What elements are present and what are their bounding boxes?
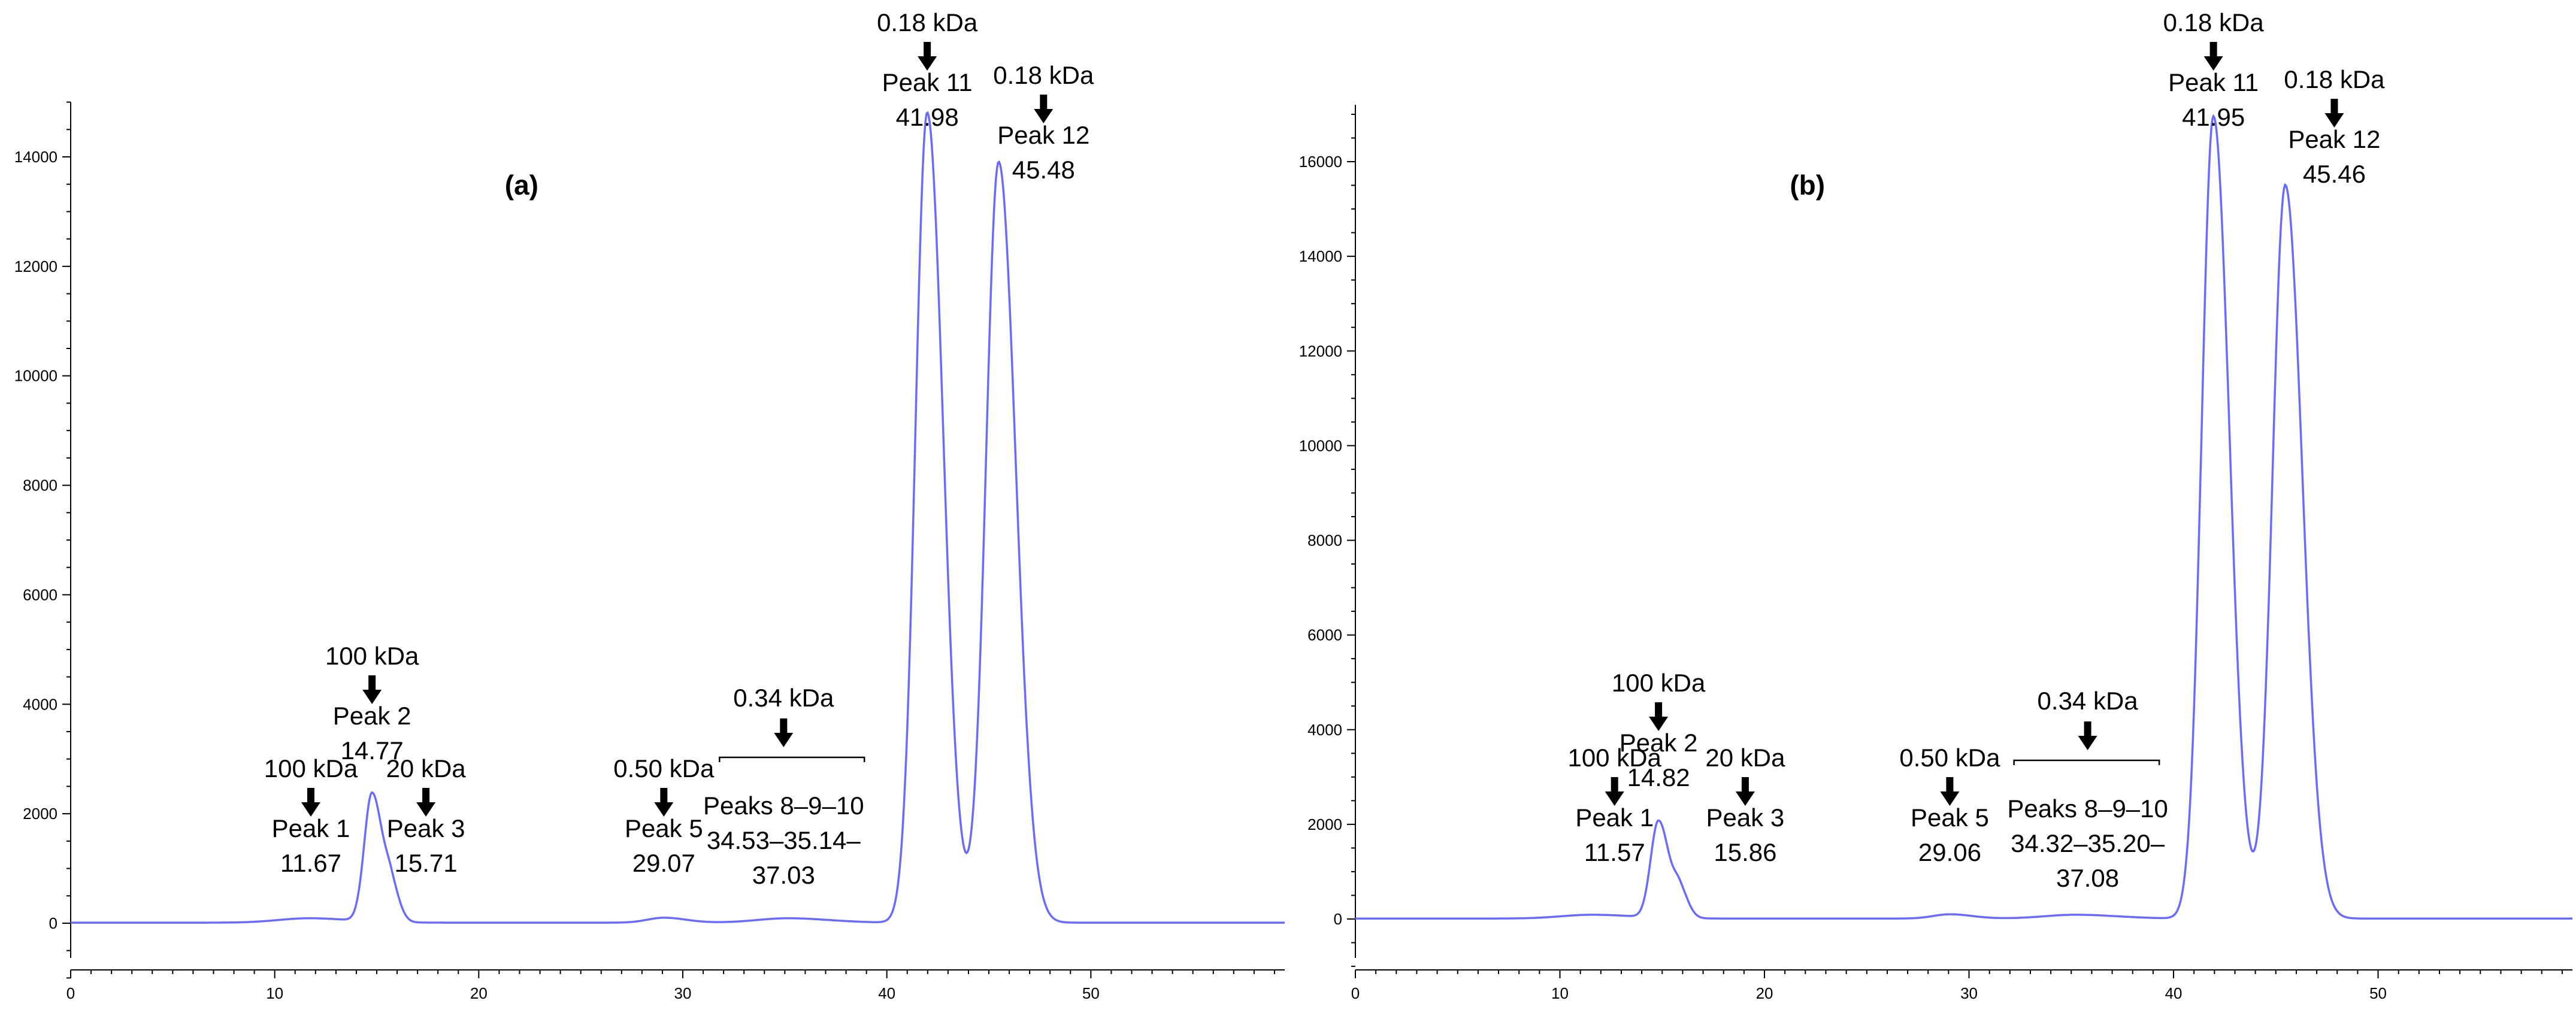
down-arrow-icon: [918, 42, 937, 71]
chromatogram-panel-b: 0 2000 4000 6000 8000 10000 12000 14000 16000 0 10…: [1288, 0, 2576, 1016]
x-tick-label: 20: [1756, 984, 1773, 1002]
annotation-mw: 20 kDa: [1705, 744, 1785, 772]
x-tick-label: 30: [674, 984, 692, 1002]
annotation-retention-time: 15.86: [1714, 838, 1776, 866]
y-tick-label: 0: [49, 914, 57, 932]
annotation-peak-name: Peak 2: [1620, 729, 1698, 757]
down-arrow-icon: [2324, 99, 2344, 128]
annotation-peak-name: Peak 12: [2288, 125, 2380, 153]
annotation-mw: 100 kDa: [1612, 669, 1706, 697]
panel-label: (a): [505, 169, 538, 201]
annotation-mw: 0.18 kDa: [993, 61, 1094, 89]
annotation-retention-time: 41.98: [896, 103, 959, 131]
y-tick-label: 10000: [14, 367, 57, 385]
down-arrow-icon: [1605, 777, 1624, 806]
annotation-retention-time: 11.57: [1584, 838, 1645, 866]
annotation-retention-time: 11.67: [280, 849, 341, 877]
x-tick-label: 10: [1551, 984, 1569, 1002]
annotation-retention-time: 34.32–35.20–: [2011, 829, 2165, 857]
chromatogram-trace: [71, 111, 1285, 924]
annotation-mw: 0.18 kDa: [2284, 65, 2385, 93]
annotation-peak-name: Peak 1: [272, 814, 350, 842]
y-tick-label: 10000: [1299, 436, 1342, 454]
annotation-retention-time: 41.95: [2182, 103, 2245, 131]
annotation-retention-time: 15.71: [395, 849, 458, 877]
y-tick-label: 14000: [1299, 247, 1342, 265]
x-tick-label: 10: [266, 984, 283, 1002]
y-tick-label: 8000: [23, 477, 57, 495]
y-tick-label: 12000: [1299, 342, 1342, 360]
x-tick-label: 20: [470, 984, 488, 1002]
y-tick-label: 6000: [1307, 626, 1342, 644]
y-tick-label: 14000: [14, 148, 57, 166]
chromatogram-panel-a: 0 2000 4000 6000 8000 10000 12000 14000 0 10 20 30 4…: [14, 8, 1285, 1002]
x-tick-label: 0: [66, 984, 75, 1002]
y-tick-label: 2000: [23, 805, 57, 823]
down-arrow-icon: [1034, 95, 1054, 123]
down-arrow-icon: [2203, 42, 2223, 71]
chromatogram-a-svg: 0 2000 4000 6000 8000 10000 12000 14000 0 10 20 30 4…: [14, 8, 1285, 1002]
annotation-retention-time: 45.48: [1012, 156, 1075, 184]
down-arrow-icon: [2078, 721, 2097, 750]
down-arrow-icon: [1649, 702, 1669, 731]
down-arrow-icon: [774, 718, 794, 747]
x-tick-label: 50: [2369, 984, 2387, 1002]
down-arrow-icon: [654, 788, 674, 817]
down-arrow-icon: [1940, 777, 1960, 806]
annotation-retention-time: 34.53–35.14–: [707, 826, 861, 854]
annotation-retention-time: 29.06: [1918, 838, 1981, 866]
annotation-peak-name: Peak 11: [2168, 68, 2259, 96]
peak-group-bracket: [2013, 759, 2160, 765]
annotation-peak-name: Peak 12: [997, 121, 1089, 149]
annotation-mw: 0.34 kDa: [733, 684, 834, 712]
annotation-peak-name: Peak 5: [1911, 803, 1989, 832]
x-tick-label: 50: [1082, 984, 1100, 1002]
panel-label: (b): [1790, 169, 1825, 201]
annotation-peak-name: Peak 1: [1575, 803, 1654, 832]
down-arrow-icon: [416, 788, 436, 817]
y-tick-label: 12000: [14, 257, 57, 275]
annotation-mw: 20 kDa: [386, 754, 467, 783]
x-tick-label: 40: [2165, 984, 2183, 1002]
annotation-mw: 0.50 kDa: [613, 754, 715, 783]
annotation-peak-name: Peaks 8–9–10: [703, 791, 864, 820]
chromatogram-trace: [1355, 114, 2572, 920]
annotation-retention-time: 29.07: [632, 849, 695, 877]
x-tick-label: 0: [1351, 984, 1360, 1002]
annotation-peak-name: Peak 3: [1706, 803, 1785, 832]
annotation-mw: 0.34 kDa: [2038, 687, 2139, 715]
annotation-retention-time: 45.46: [2303, 160, 2366, 188]
x-tick-label: 30: [1960, 984, 1978, 1002]
chromatogram-b-svg: 0 2000 4000 6000 8000 10000 12000 14000 16000 0 10…: [1299, 8, 2572, 1002]
annotation-peak-name: Peak 2: [333, 702, 411, 730]
annotation-peak-name: Peak 5: [625, 814, 703, 842]
annotation-retention-time: 14.77: [341, 736, 404, 765]
y-tick-label: 2000: [1307, 815, 1342, 833]
annotation-mw: 100 kDa: [325, 642, 419, 670]
down-arrow-icon: [362, 675, 382, 704]
y-tick-label: 4000: [1307, 721, 1342, 739]
y-tick-label: 16000: [1299, 153, 1342, 171]
annotation-retention-time-2: 37.08: [2056, 864, 2119, 892]
annotation-peak-name: Peaks 8–9–10: [2007, 794, 2168, 823]
x-tick-label: 40: [878, 984, 895, 1002]
y-tick-label: 0: [1334, 910, 1342, 928]
annotation-peak-name: Peak 3: [387, 814, 465, 842]
annotation-mw: 0.50 kDa: [1899, 744, 2000, 772]
down-arrow-icon: [1735, 777, 1755, 806]
peak-group-bracket: [719, 756, 865, 762]
y-tick-label: 6000: [23, 586, 57, 603]
down-arrow-icon: [301, 788, 320, 817]
annotation-mw: 100 kDa: [1567, 744, 1661, 772]
annotation-mw: 100 kDa: [264, 754, 358, 783]
annotation-mw: 0.18 kDa: [2163, 8, 2265, 37]
y-tick-label: 4000: [23, 695, 57, 713]
annotation-mw: 0.18 kDa: [877, 8, 978, 37]
annotation-retention-time-2: 37.03: [752, 861, 815, 889]
y-tick-label: 8000: [1307, 532, 1342, 550]
annotation-retention-time: 14.82: [1627, 763, 1690, 791]
annotation-peak-name: Peak 11: [882, 68, 973, 96]
